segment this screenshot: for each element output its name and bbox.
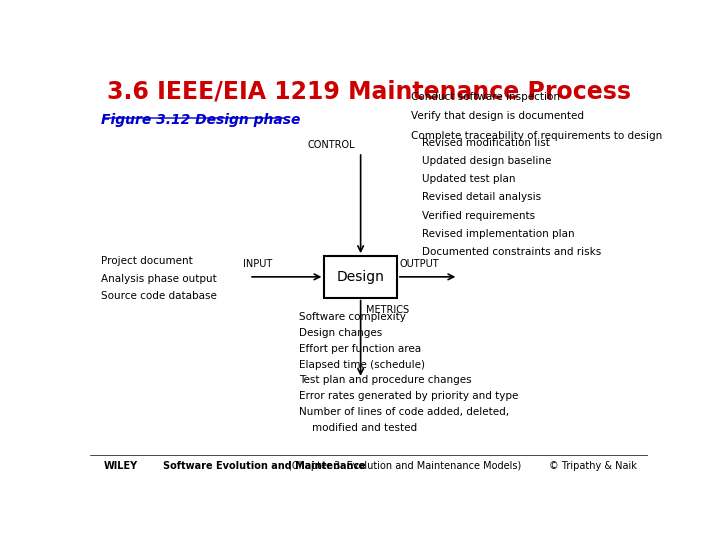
Text: Updated design baseline: Updated design baseline xyxy=(422,156,552,166)
Text: (Chapter 3: Evolution and Maintenance Models): (Chapter 3: Evolution and Maintenance Mo… xyxy=(288,461,521,471)
Text: Software Evolution and Maintenance: Software Evolution and Maintenance xyxy=(163,461,366,471)
Text: Error rates generated by priority and type: Error rates generated by priority and ty… xyxy=(300,391,518,401)
Text: Revised modification list: Revised modification list xyxy=(422,138,550,147)
Text: Project document: Project document xyxy=(101,256,193,266)
Text: Design changes: Design changes xyxy=(300,328,382,338)
Text: Verify that design is documented: Verify that design is documented xyxy=(411,111,584,122)
Text: INPUT: INPUT xyxy=(243,259,272,269)
Text: Number of lines of code added, deleted,: Number of lines of code added, deleted, xyxy=(300,407,509,417)
Text: Source code database: Source code database xyxy=(101,291,217,301)
Text: Verified requirements: Verified requirements xyxy=(422,211,535,221)
Text: WILEY: WILEY xyxy=(104,461,138,471)
Text: METRICS: METRICS xyxy=(366,305,410,315)
Text: Test plan and procedure changes: Test plan and procedure changes xyxy=(300,375,472,386)
Text: Revised implementation plan: Revised implementation plan xyxy=(422,229,575,239)
Text: OUTPUT: OUTPUT xyxy=(400,259,439,269)
Text: © Tripathy & Naik: © Tripathy & Naik xyxy=(549,461,637,471)
Text: Conduct software inspection: Conduct software inspection xyxy=(411,92,560,102)
Text: Analysis phase output: Analysis phase output xyxy=(101,274,217,284)
Text: Complete traceability of requirements to design: Complete traceability of requirements to… xyxy=(411,131,662,141)
Text: Revised detail analysis: Revised detail analysis xyxy=(422,192,541,202)
Text: CONTROL: CONTROL xyxy=(307,140,355,150)
Text: Documented constraints and risks: Documented constraints and risks xyxy=(422,247,601,258)
Text: 3.6 IEEE/EIA 1219 Maintenance Process: 3.6 IEEE/EIA 1219 Maintenance Process xyxy=(107,79,631,103)
Text: Figure 3.12 Design phase: Figure 3.12 Design phase xyxy=(101,113,300,126)
Text: Design: Design xyxy=(337,270,384,284)
Text: modified and tested: modified and tested xyxy=(300,423,418,433)
FancyBboxPatch shape xyxy=(324,256,397,298)
Text: Elapsed time (schedule): Elapsed time (schedule) xyxy=(300,360,426,369)
Text: Effort per function area: Effort per function area xyxy=(300,344,421,354)
Text: Software complexity: Software complexity xyxy=(300,312,406,322)
Text: Updated test plan: Updated test plan xyxy=(422,174,516,184)
